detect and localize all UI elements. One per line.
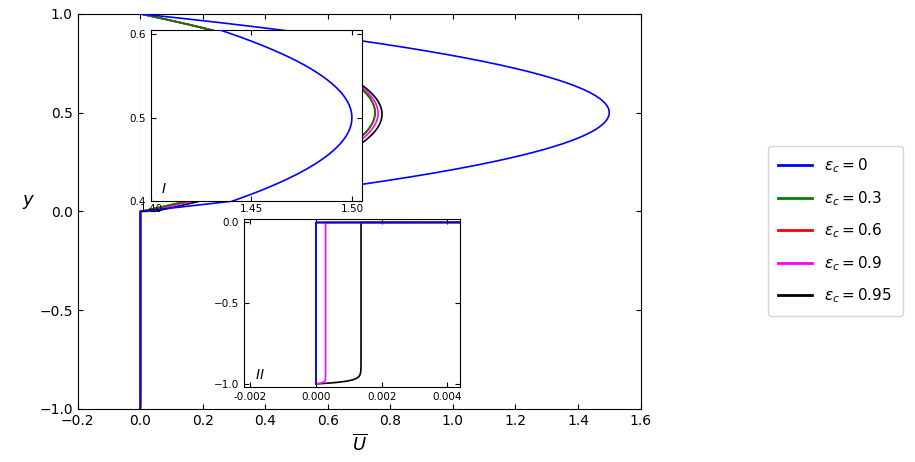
$\epsilon_c = 0.9$ xyxy=(135,328,145,334)
$\epsilon_c = 0.9$ xyxy=(135,299,145,304)
$\epsilon_c = 0.95$ xyxy=(135,406,145,412)
$\epsilon_c = 0.3$ xyxy=(135,406,145,412)
Y-axis label: $y$: $y$ xyxy=(22,194,35,212)
$\epsilon_c = 0.9$ xyxy=(135,231,145,237)
$\epsilon_c = 0.95$ xyxy=(364,88,375,94)
$\epsilon_c = 0.9$ xyxy=(135,406,145,412)
$\epsilon_c = 0$ xyxy=(581,88,592,94)
$\epsilon_c = 0.6$ xyxy=(135,328,145,334)
$\epsilon_c = 0.3$ xyxy=(135,218,145,223)
$\epsilon_c = 0.95$ xyxy=(135,299,146,304)
Line: $\epsilon_c = 0.9$: $\epsilon_c = 0.9$ xyxy=(140,14,378,409)
$\epsilon_c = 0.95$ xyxy=(259,42,270,47)
$\epsilon_c = 0.3$ xyxy=(135,11,145,17)
$\epsilon_c = 0.6$ xyxy=(135,218,145,223)
Line: $\epsilon_c = 0.3$: $\epsilon_c = 0.3$ xyxy=(140,14,375,409)
$\epsilon_c = 0.6$ xyxy=(135,231,145,237)
$\epsilon_c = 0.3$ xyxy=(135,231,145,237)
$\epsilon_c = 0$ xyxy=(135,299,145,304)
$\epsilon_c = 0$ xyxy=(135,11,145,17)
$\epsilon_c = 0$ xyxy=(379,42,390,47)
$\epsilon_c = 0.3$ xyxy=(135,299,145,304)
$\epsilon_c = 0.6$ xyxy=(135,299,145,304)
Line: $\epsilon_c = 0.6$: $\epsilon_c = 0.6$ xyxy=(140,14,375,409)
$\epsilon_c = 0$ xyxy=(135,231,145,237)
$\epsilon_c = 0.9$ xyxy=(361,88,371,94)
$\epsilon_c = 0.9$ xyxy=(135,11,145,17)
$\epsilon_c = 0.95$ xyxy=(135,11,145,17)
$\epsilon_c = 0.6$ xyxy=(135,11,145,17)
Line: $\epsilon_c = 0.95$: $\epsilon_c = 0.95$ xyxy=(140,14,382,409)
$\epsilon_c = 0.95$ xyxy=(135,328,146,334)
$\epsilon_c = 0.9$ xyxy=(258,42,269,47)
$\epsilon_c = 0$ xyxy=(135,406,145,412)
$\epsilon_c = 0.95$ xyxy=(135,218,146,223)
$\epsilon_c = 0$ xyxy=(135,218,145,223)
$\epsilon_c = 0.3$ xyxy=(257,42,268,47)
Legend: $\epsilon_c = 0$, $\epsilon_c = 0.3$, $\epsilon_c = 0.6$, $\epsilon_c = 0.9$, $\: $\epsilon_c = 0$, $\epsilon_c = 0.3$, $\… xyxy=(768,146,903,316)
$\epsilon_c = 0.9$ xyxy=(135,218,145,223)
$\epsilon_c = 0.6$ xyxy=(359,88,370,94)
$\epsilon_c = 0.6$ xyxy=(257,42,268,47)
Line: $\epsilon_c = 0$: $\epsilon_c = 0$ xyxy=(140,14,609,409)
$\epsilon_c = 0.3$ xyxy=(135,328,145,334)
$\epsilon_c = 0.95$ xyxy=(135,231,146,237)
$\epsilon_c = 0.6$ xyxy=(135,406,145,412)
$\epsilon_c = 0.3$ xyxy=(358,88,369,94)
$\epsilon_c = 0$ xyxy=(135,328,145,334)
X-axis label: $\overline{U}$: $\overline{U}$ xyxy=(351,433,367,454)
